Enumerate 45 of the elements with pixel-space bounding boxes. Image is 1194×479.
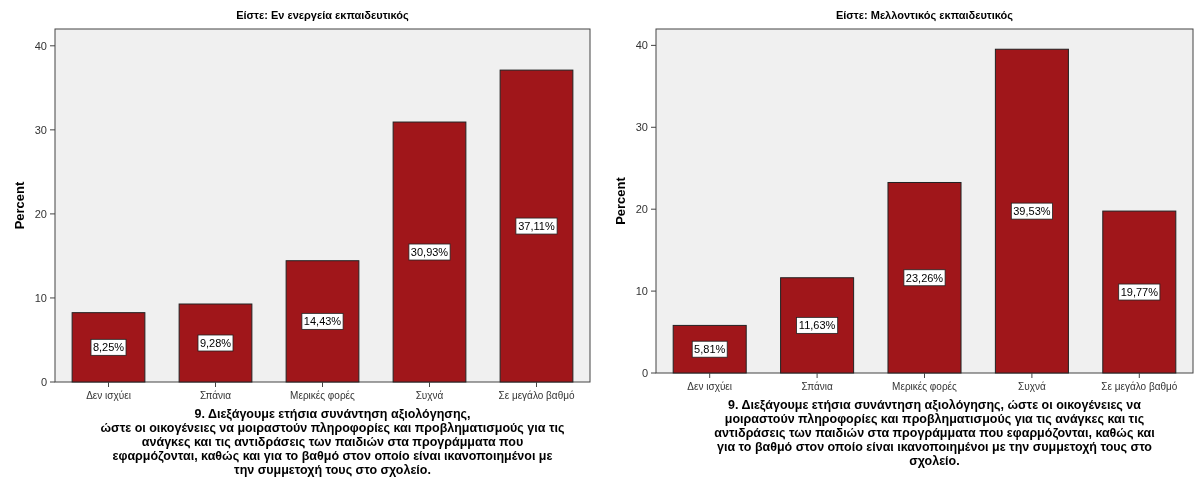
bar [178,303,253,383]
bar [285,260,360,383]
x-tick-label: Σπάνια [801,381,833,392]
y-tick-label: 20 [635,203,648,216]
x-tick-label: Μερικές φορές [892,381,958,392]
x-tick-label: Σε μεγάλο βαθμό [1101,381,1178,392]
data-label: 39,53% [1013,205,1051,218]
bar [994,48,1069,374]
y-axis-title: Percent [12,180,27,230]
bar [499,69,574,383]
data-label: 5,81% [694,343,726,356]
data-label: 9,28% [199,337,232,349]
bar [392,121,467,383]
y-tick-label: 30 [34,123,47,136]
x-tick-label: Δεν ισχύει [86,390,131,401]
y-tick-label: 20 [34,207,47,220]
y-axis-title: Percent [613,176,628,225]
y-tick-label: 40 [635,39,648,52]
x-tick-label: Συχνά [415,390,444,401]
data-label: 19,77% [1120,286,1159,299]
bar [71,312,146,383]
data-label: 30,93% [410,246,449,259]
y-tick-label: 0 [641,367,648,379]
data-label: 14,43% [303,315,342,328]
x-tick-label: Δεν ισχύει [687,381,733,392]
bar [780,277,855,374]
x-tick-label: Μερικές φορές [290,390,356,401]
y-tick-label: 30 [635,121,648,134]
data-label: 11,63% [798,319,836,332]
chart-title: Είστε: Μελλοντικός εκπαιδευτικός [835,9,1014,22]
bar [887,181,962,374]
x-tick-label: Συχνά [1018,381,1046,392]
x-axis-title: 9. Διεξάγουμε ετήσια συνάντηση αξιολόγησης, ώστε οι οικογένειες να μοιραστούν πληροφορίες και προβληματισμούς για τις ανάγκες και τις αντιδράσεις των παιδιών στα προγράμματα που εφαρμόζονται, καθώς και για το βαθμό στον οποίο είναι ικανοποιημένοι με την συμμετοχή τους στο σχολείο. [714,398,1156,468]
y-tick-label: 0 [40,376,47,388]
data-label: 8,25% [92,341,125,354]
x-tick-label: Σε μεγάλο βαθμό [498,390,575,401]
data-label: 23,26% [905,271,944,284]
x-axis-title: 9. Διεξάγουμε ετήσια συνάντηση αξιολόγησης, ώστε οι οικογένειες να μοιραστούν πληροφορίες και προβληματισμούς για τις ανάγκες και τις αντιδράσεις των παιδιών στα προγράμματα που εφαρμόζονται, καθώς και για το βαθμό στον οποίο είναι ικανοποιημένοι με την συμμετοχή τους στο σχολείο. [100,407,565,477]
y-tick-label: 40 [34,39,47,52]
x-tick-label: Σπάνια [199,390,232,401]
bar [1102,210,1177,374]
data-label: 37,11% [518,220,555,233]
y-tick-label: 10 [635,285,648,298]
chart-title: Είστε: Εν ενεργεία εκπαιδευτικός [236,9,410,22]
y-tick-label: 10 [34,291,47,304]
